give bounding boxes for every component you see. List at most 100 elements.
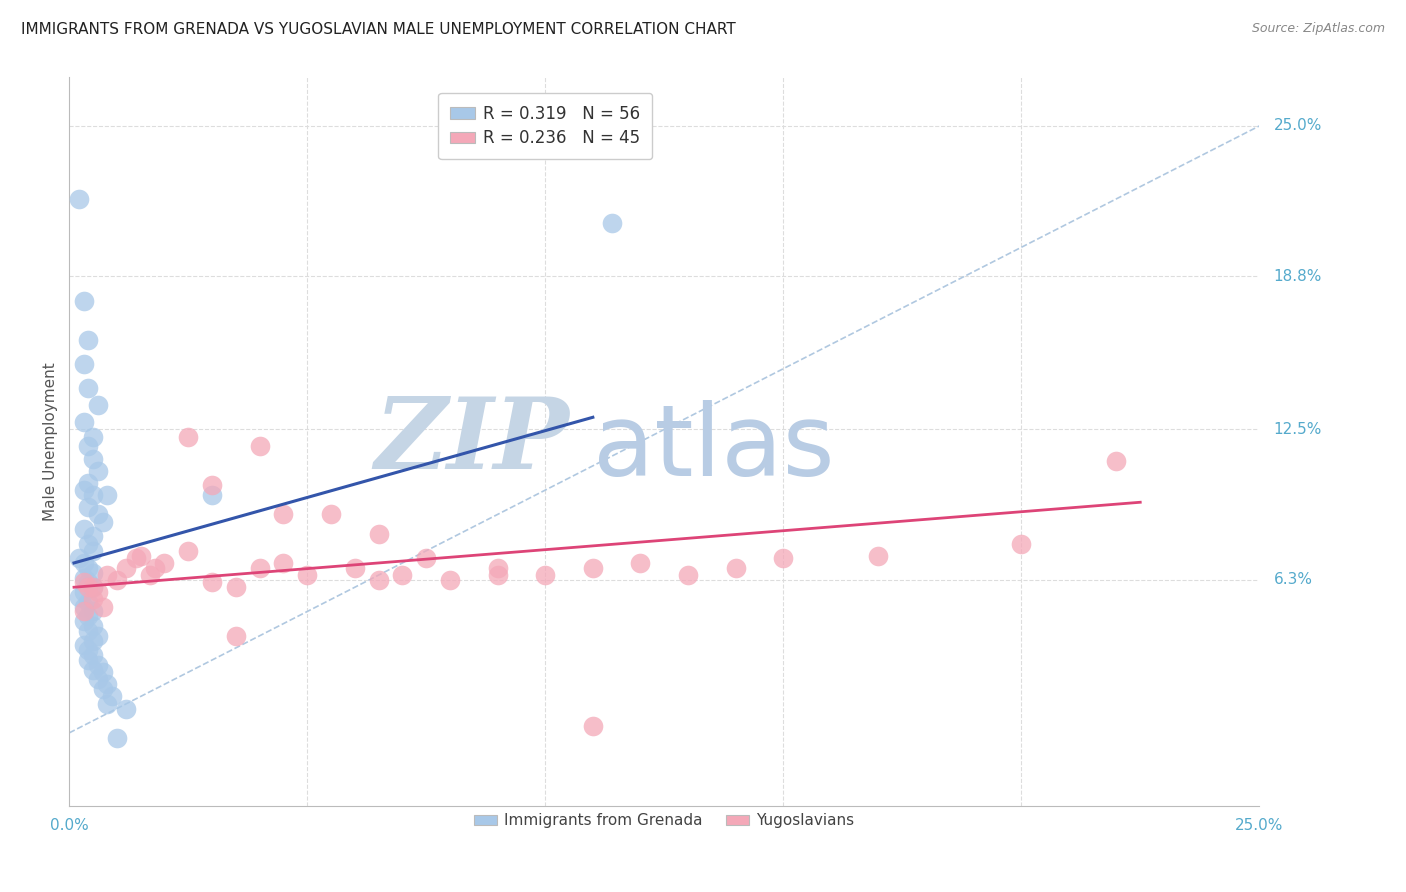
Point <box>91 599 114 614</box>
Point <box>72 599 94 614</box>
Text: 25.0%: 25.0% <box>1234 818 1284 833</box>
Point <box>367 526 389 541</box>
Point <box>87 629 110 643</box>
Point <box>82 663 104 677</box>
Point <box>676 568 699 582</box>
Point <box>105 573 128 587</box>
Point <box>115 561 138 575</box>
Point <box>1105 454 1128 468</box>
Text: atlas: atlas <box>593 401 835 498</box>
Point <box>72 605 94 619</box>
Point <box>72 415 94 429</box>
Point <box>249 561 271 575</box>
Point <box>273 556 295 570</box>
Point <box>72 357 94 371</box>
Point <box>91 665 114 680</box>
Point <box>868 549 890 563</box>
Point <box>225 580 247 594</box>
Point <box>77 333 100 347</box>
Point <box>87 464 110 478</box>
Legend: Immigrants from Grenada, Yugoslavians: Immigrants from Grenada, Yugoslavians <box>468 807 860 835</box>
Point <box>77 580 100 594</box>
Point <box>72 556 94 570</box>
Point <box>77 575 100 590</box>
Text: ZIP: ZIP <box>374 393 569 490</box>
Point <box>82 648 104 663</box>
Point <box>367 573 389 587</box>
Point <box>72 483 94 497</box>
Point <box>91 682 114 697</box>
Text: 6.3%: 6.3% <box>1274 573 1313 588</box>
Point <box>319 508 342 522</box>
Point <box>77 561 100 575</box>
Point <box>129 549 152 563</box>
Point <box>582 561 605 575</box>
Point <box>201 478 224 492</box>
Point <box>77 609 100 624</box>
Point <box>67 590 90 604</box>
Point <box>77 653 100 667</box>
Point <box>297 568 319 582</box>
Point <box>82 592 104 607</box>
Point <box>600 216 623 230</box>
Point <box>201 575 224 590</box>
Point <box>96 677 118 691</box>
Point <box>139 568 162 582</box>
Point <box>67 551 90 566</box>
Point <box>125 551 148 566</box>
Point <box>153 556 176 570</box>
Point <box>177 430 200 444</box>
Point <box>273 508 295 522</box>
Point <box>391 568 413 582</box>
Point <box>115 701 138 715</box>
Point <box>72 639 94 653</box>
Point <box>72 570 94 584</box>
Point <box>77 624 100 638</box>
Point <box>582 718 605 732</box>
Point <box>77 439 100 453</box>
Point <box>143 561 166 575</box>
Point <box>177 543 200 558</box>
Point <box>343 561 366 575</box>
Point <box>82 566 104 580</box>
Point <box>415 551 437 566</box>
Point <box>225 629 247 643</box>
Point <box>486 561 509 575</box>
Point <box>82 619 104 633</box>
Point <box>101 690 124 704</box>
Point <box>82 633 104 648</box>
Point <box>534 568 557 582</box>
Point <box>82 488 104 502</box>
Point <box>77 643 100 657</box>
Point <box>77 536 100 550</box>
Text: 0.0%: 0.0% <box>49 818 89 833</box>
Point <box>77 381 100 395</box>
Point <box>96 697 118 711</box>
Point <box>105 731 128 745</box>
Text: 25.0%: 25.0% <box>1274 119 1322 134</box>
Point <box>67 192 90 206</box>
Point <box>486 568 509 582</box>
Point <box>82 543 104 558</box>
Point <box>77 595 100 609</box>
Point <box>91 515 114 529</box>
Point <box>72 614 94 628</box>
Point <box>72 522 94 536</box>
Text: Source: ZipAtlas.com: Source: ZipAtlas.com <box>1251 22 1385 36</box>
Point <box>249 439 271 453</box>
Point <box>77 500 100 515</box>
Point <box>630 556 652 570</box>
Point <box>439 573 461 587</box>
Point <box>96 568 118 582</box>
Point <box>724 561 747 575</box>
Point <box>82 580 104 594</box>
Point <box>1010 536 1032 550</box>
Point <box>96 488 118 502</box>
Point <box>72 575 94 590</box>
Point <box>72 293 94 308</box>
Point <box>201 488 224 502</box>
Y-axis label: Male Unemployment: Male Unemployment <box>44 362 58 521</box>
Point <box>77 475 100 490</box>
Point <box>82 451 104 466</box>
Text: 18.8%: 18.8% <box>1274 269 1322 284</box>
